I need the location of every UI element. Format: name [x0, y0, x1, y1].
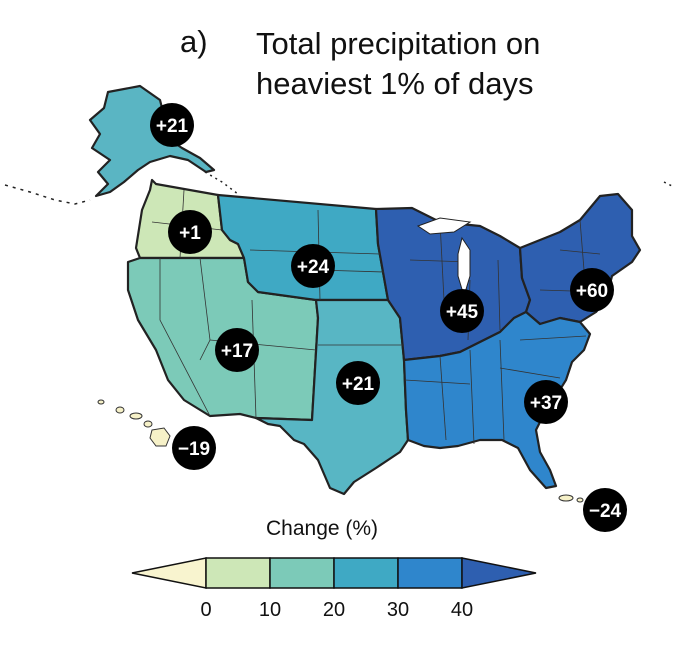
- badge-northwest: +1: [168, 210, 212, 254]
- badge-great-plains-north: +24: [291, 244, 335, 288]
- badge-great-plains-south: +21: [336, 361, 380, 405]
- badge-hawaii-value: −19: [178, 439, 210, 460]
- badge-midwest-value: +45: [446, 302, 479, 323]
- badge-midwest: +45: [440, 289, 484, 333]
- northeast-coast-dots: [663, 181, 673, 187]
- colorbar: 0 10 20 30 40: [131, 557, 537, 621]
- badge-southeast-value: +37: [530, 393, 562, 414]
- colorbar-tick-10: 10: [259, 599, 281, 621]
- colorbar-high-arrow: [461, 557, 537, 589]
- badge-southwest: +17: [215, 328, 259, 372]
- legend-title: Change (%): [266, 517, 379, 540]
- colorbar-bin-30-40: [397, 557, 463, 589]
- title-line-2: heaviest 1% of days: [256, 66, 534, 101]
- badge-northeast: +60: [570, 268, 614, 312]
- badge-southwest-value: +17: [221, 341, 253, 362]
- colorbar-tick-40: 40: [451, 599, 473, 621]
- colorbar-tick-0: 0: [200, 599, 211, 621]
- colorbar-low-arrow: [131, 557, 207, 589]
- colorbar-tick-30: 30: [387, 599, 409, 621]
- colorbar-bin-10-20: [269, 557, 335, 589]
- badge-northwest-value: +1: [179, 223, 201, 244]
- caribbean-islands: [558, 494, 584, 503]
- colorbar-bin-0-10: [205, 557, 271, 589]
- lake-superior: [416, 217, 472, 235]
- badge-southeast: +37: [524, 380, 568, 424]
- alaska-panhandle: [204, 171, 239, 195]
- hawaii-islands: [97, 399, 171, 447]
- map-title: Total precipitation on heaviest 1% of da…: [256, 24, 540, 104]
- panel-label: a): [180, 24, 208, 59]
- badge-caribbean: −24: [583, 488, 627, 532]
- title-line-1: Total precipitation on: [256, 26, 541, 61]
- badge-caribbean-value: −24: [589, 501, 622, 522]
- badge-alaska: +21: [150, 103, 194, 147]
- colorbar-tick-20: 20: [323, 599, 345, 621]
- badge-great-plains-north-value: +24: [297, 257, 330, 278]
- aleutian-islands: [4, 184, 91, 205]
- badge-alaska-value: +21: [156, 116, 189, 137]
- colorbar-bin-20-30: [333, 557, 399, 589]
- badge-great-plains-south-value: +21: [342, 374, 375, 395]
- badge-northeast-value: +60: [576, 281, 608, 302]
- badge-hawaii: −19: [172, 426, 216, 470]
